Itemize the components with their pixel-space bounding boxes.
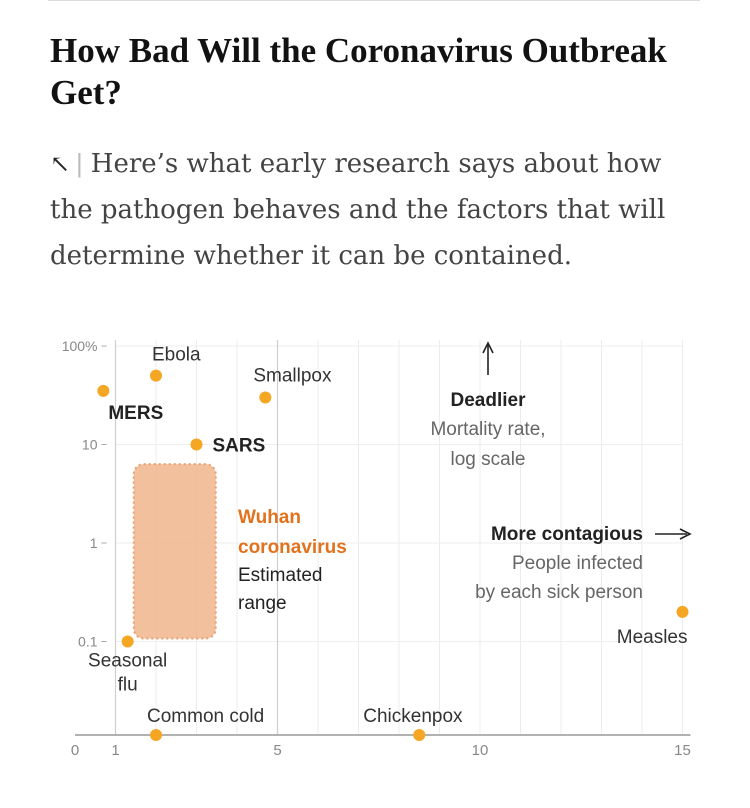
data-point-measles xyxy=(676,605,689,618)
data-label-ebola: Ebola xyxy=(152,345,201,366)
data-label-sars: SARS xyxy=(213,436,266,457)
range-label-line1: Wuhan xyxy=(238,507,301,528)
x-axis-subtitle-line2: by each sick person xyxy=(475,582,643,603)
range-label-line2: coronavirus xyxy=(238,537,347,558)
y-axis-subtitle-line1: Mortality rate, xyxy=(430,419,545,440)
y-tick-label: 0.1 xyxy=(78,634,98,650)
right-arrow-icon xyxy=(679,528,692,540)
x-tick-label: 10 xyxy=(472,742,489,759)
summary-text: Here’s what early research says about ho… xyxy=(50,149,666,271)
data-point-chickenpox xyxy=(413,729,426,741)
x-tick-label: 5 xyxy=(273,742,281,759)
x-tick-label: 1 xyxy=(111,742,119,759)
range-sublabel-line2: range xyxy=(238,593,287,614)
data-label-common-cold: Common cold xyxy=(147,706,264,727)
data-label-word: Seasonal xyxy=(88,651,167,672)
headline: How Bad Will the Coronavirus Outbreak Ge… xyxy=(50,31,667,112)
y-tick-label: 100% xyxy=(62,338,98,354)
data-point-smallpox xyxy=(259,391,272,404)
diagonal-arrow-icon: ↖ xyxy=(50,150,71,178)
data-point-sars xyxy=(190,438,203,451)
data-label-seasonal-flu: Seasonal flu xyxy=(88,651,167,696)
x-tick-label: 15 xyxy=(674,742,691,759)
data-label-smallpox: Smallpox xyxy=(253,366,332,387)
summary: ↖ | Here’s what early research says about … xyxy=(50,140,710,279)
y-axis-subtitle-line2: log scale xyxy=(451,449,526,470)
estimated-range-area xyxy=(132,463,217,640)
x-tick-label: 0 xyxy=(71,742,79,759)
data-label-mers: MERS xyxy=(108,403,163,424)
data-label-measles: Measles xyxy=(617,627,688,648)
x-axis-subtitle-line1: People infected xyxy=(512,553,643,574)
top-divider xyxy=(48,0,700,1)
data-point-seasonal-flu xyxy=(121,635,134,648)
y-tick-label: 10 xyxy=(82,437,98,453)
summary-divider: | xyxy=(76,148,83,178)
data-point-common-cold xyxy=(150,729,162,741)
y-tick-label: 1 xyxy=(90,535,98,551)
up-arrow-icon xyxy=(482,341,494,354)
y-axis-title: Deadlier xyxy=(451,390,527,411)
range-sublabel-line1: Estimated xyxy=(238,565,322,586)
data-label-chickenpox: Chickenpox xyxy=(363,706,463,727)
data-point-ebola xyxy=(150,369,162,382)
data-point-mers xyxy=(97,384,110,397)
x-axis-title: More contagious xyxy=(491,524,643,545)
data-label-word: flu xyxy=(118,675,138,696)
